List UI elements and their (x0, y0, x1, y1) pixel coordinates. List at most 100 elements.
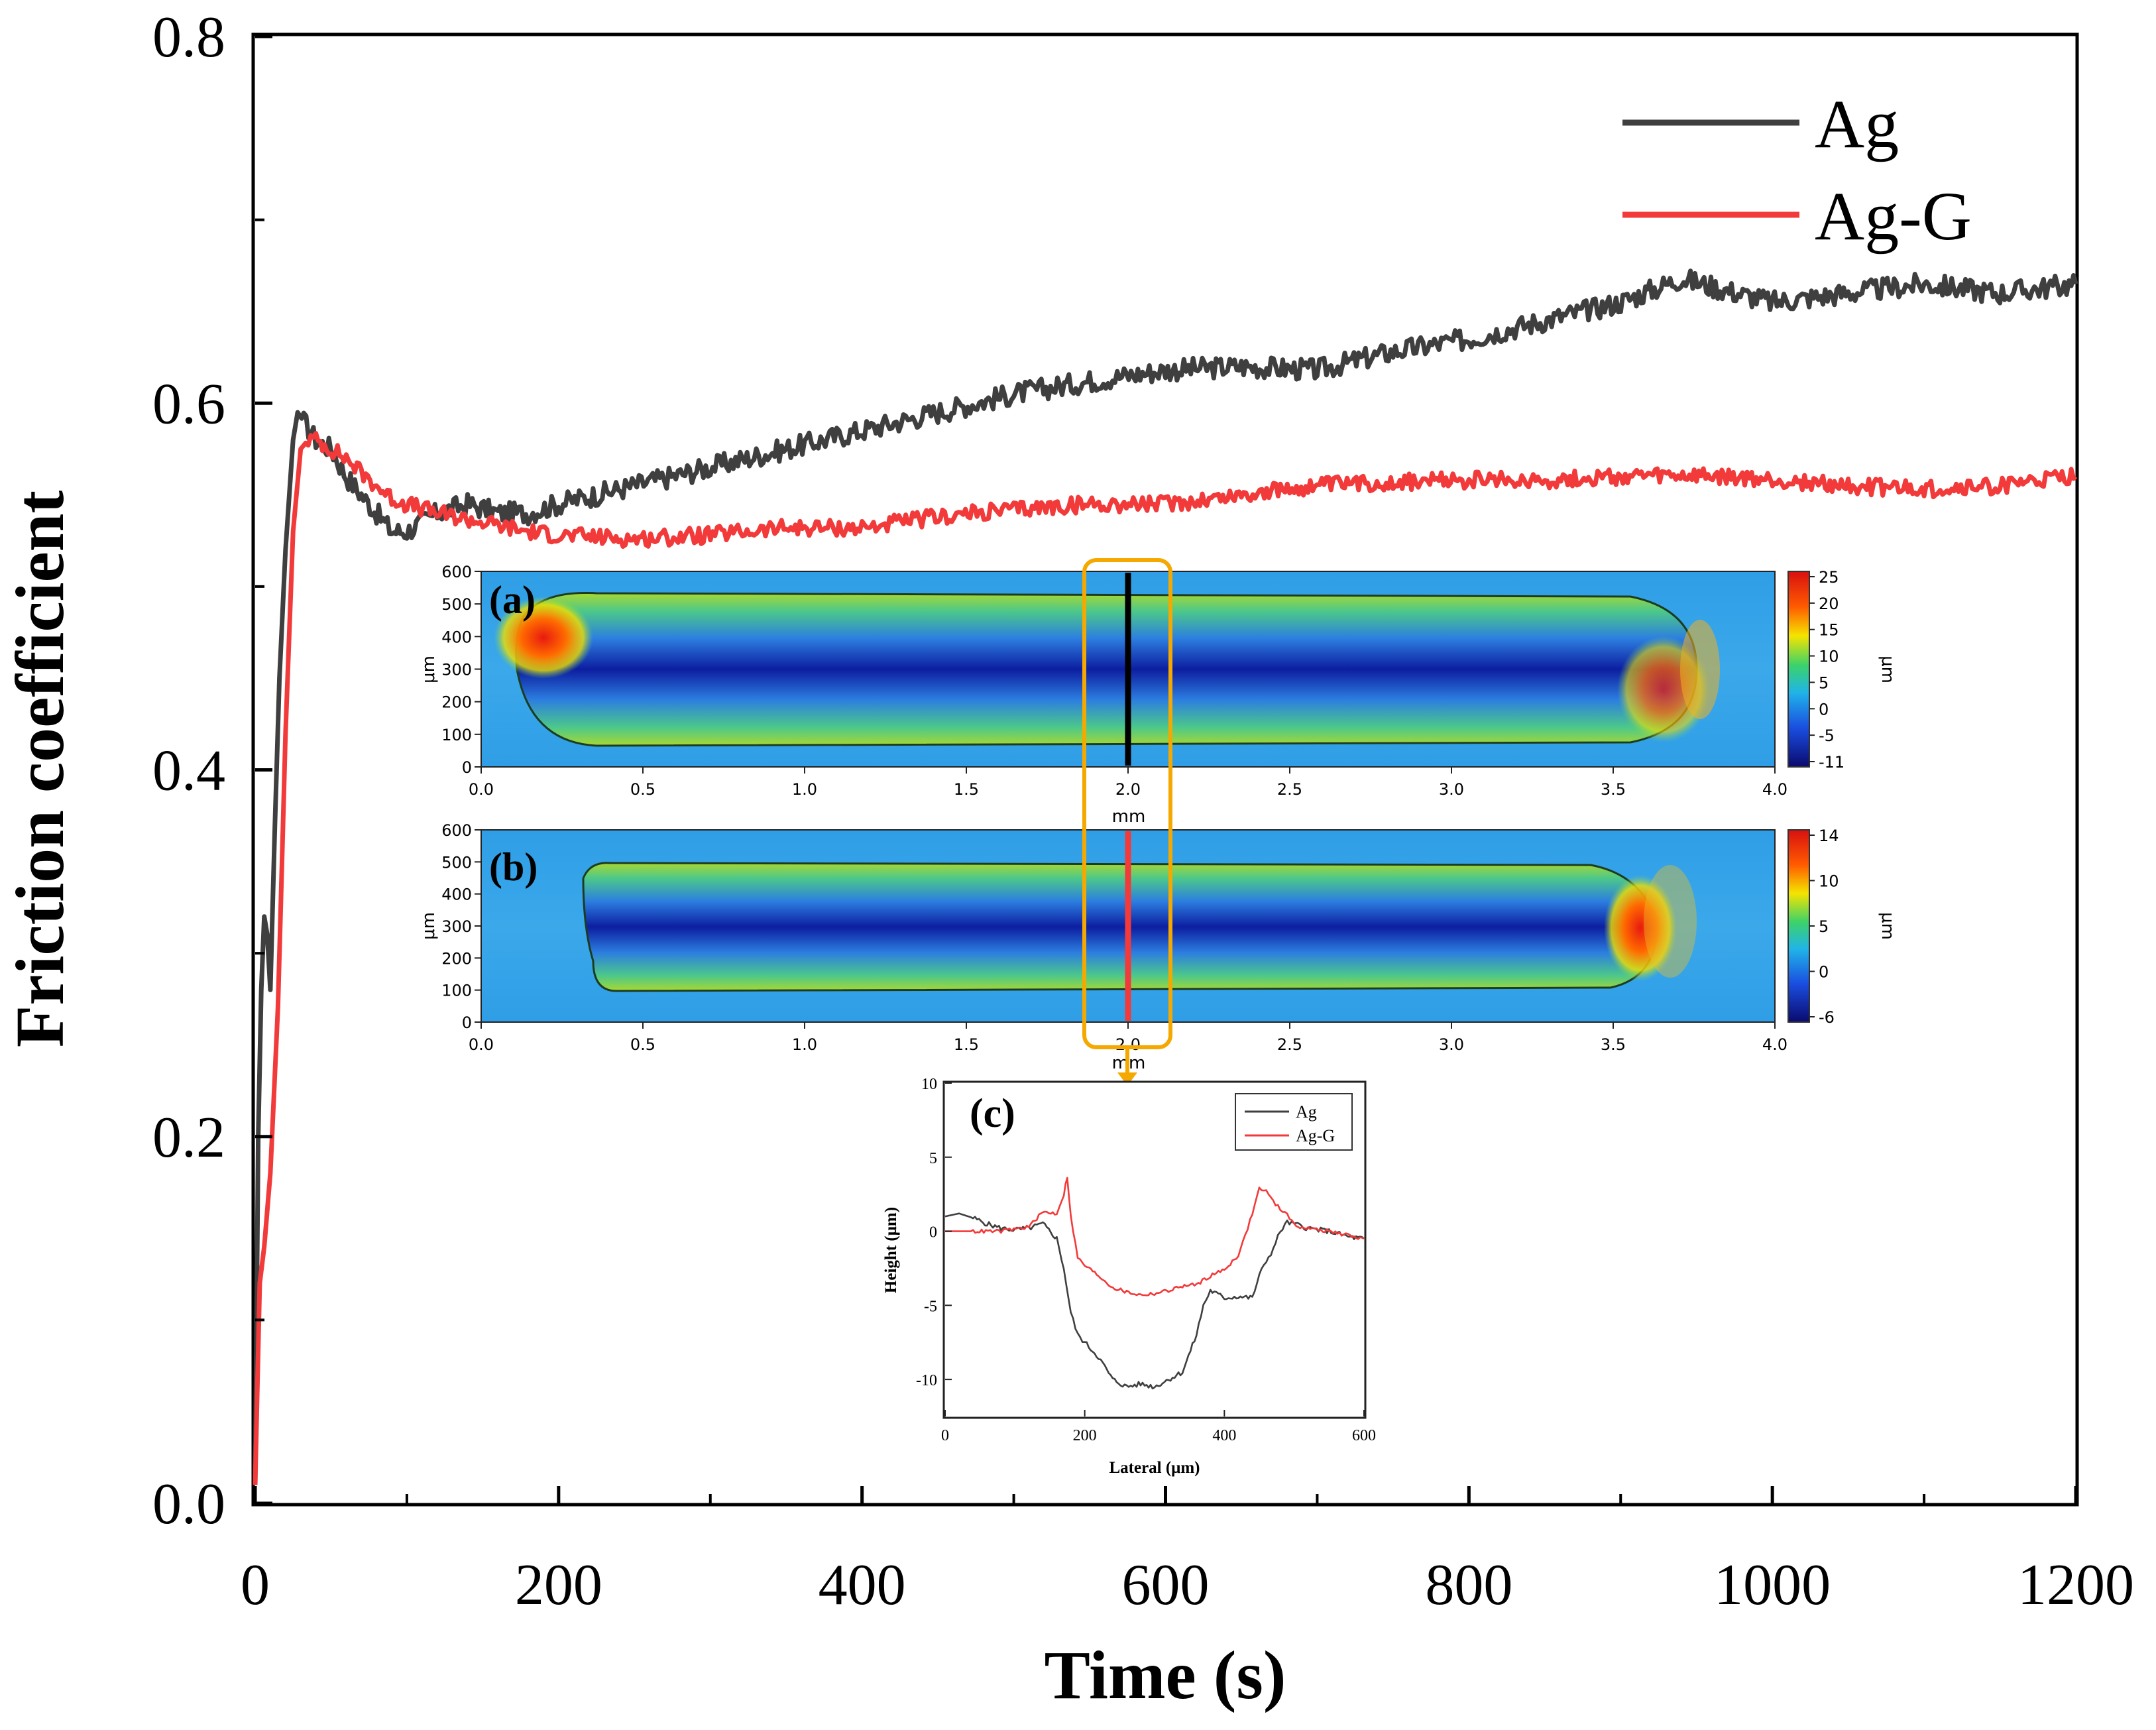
main-x-tick-label: 1200 (2017, 1553, 2134, 1617)
inset-c-title: (c) (970, 1091, 1015, 1136)
inset-c-legend: Ag Ag-G (1235, 1093, 1353, 1151)
inset-c-x-tick-label: 200 (1073, 1427, 1097, 1444)
inset-c-series (944, 1177, 1365, 1390)
inset-b-x-tick-label: 3.0 (1439, 1035, 1464, 1054)
profile-highlight (1082, 558, 1172, 1086)
inset-b-height-map: 0.0 0.5 1.0 1.5 2.0 2.5 3.0 3.5 4.06005004003002… (419, 821, 1898, 1073)
inset-c-legend-box (1235, 1093, 1353, 1151)
main-x-tick-label: 0 (241, 1553, 270, 1617)
inset-b-x-tick-label: 1.0 (792, 1035, 817, 1054)
inset-b-x-tick-label: 2.5 (1277, 1035, 1302, 1054)
inset-a-x-tick-label: 0.0 (469, 780, 494, 799)
inset-c-y-tick-label: -5 (924, 1298, 937, 1315)
inset-a-colorbar-unit: μm (1878, 656, 1898, 683)
inset-b-y-tick-label: 0 (462, 1013, 472, 1032)
inset-a-y-tick-label: 100 (441, 726, 472, 744)
inset-a-y-tick-label: 500 (441, 595, 472, 614)
inset-a-y-unit: μm (419, 656, 439, 683)
main-x-tick-label: 600 (1122, 1553, 1210, 1617)
main-y-tick-label: 0.6 (152, 372, 225, 436)
inset-b-colorbar-unit: μm (1878, 912, 1898, 940)
inset-a-colorbar-tick-label: 10 (1819, 648, 1839, 666)
legend-label-ag: Ag (1815, 86, 1899, 162)
inset-a-x-tick-label: 1.5 (954, 780, 979, 799)
inset-a-x-tick-label: 3.0 (1439, 780, 1464, 799)
inset-c-y-tick-label: 5 (929, 1150, 937, 1167)
inset-c-x-tick-label: 600 (1352, 1427, 1376, 1444)
inset-b-y-tick-label: 200 (441, 949, 472, 968)
inset-a-x-unit: mm (1112, 807, 1146, 827)
inset-c-y-tick-label: 10 (921, 1076, 937, 1093)
inset-a-colorbar-tick-label: -5 (1819, 726, 1835, 745)
inset-b-x-tick-label: 0.5 (630, 1035, 655, 1054)
inset-a-wear-track (515, 591, 1698, 747)
inset-b-y-tick-label: 500 (441, 853, 472, 872)
inset-b-colorbar-tick-label: 5 (1819, 917, 1829, 936)
inset-b-colorbar-ticks: 14 10 5 0 -6 (1809, 827, 1839, 1027)
inset-a-x-tick-label: 0.5 (630, 780, 655, 799)
inset-b-ticks: 0.0 0.5 1.0 1.5 2.0 2.5 3.0 3.5 4.06005004003002… (441, 821, 1787, 1054)
inset-b-y-tick-label: 100 (441, 982, 472, 1000)
inset-a-colorbar-tick-label: 15 (1819, 621, 1839, 640)
inset-a-colorbar-tick-label: -11 (1819, 753, 1844, 772)
inset-b-x-tick-label: 3.5 (1601, 1035, 1626, 1054)
main-y-tick-label: 0.0 (152, 1472, 225, 1536)
inset-b-y-tick-label: 600 (441, 821, 472, 840)
inset-b-x-tick-label: 0.0 (469, 1035, 494, 1054)
main-y-tick-label: 0.4 (152, 739, 225, 803)
inset-b-colorbar-tick-label: 0 (1819, 963, 1829, 982)
main-legend: Ag Ag-G (1622, 86, 1972, 255)
inset-b-colorbar-tick-label: 10 (1819, 872, 1839, 891)
legend-label-ag-g: Ag-G (1815, 178, 1972, 255)
main-x-tick-label: 1000 (1714, 1553, 1831, 1617)
inset-b-colorbar-tick-label: 14 (1819, 827, 1839, 845)
inset-b-y-unit: μm (419, 912, 439, 940)
inset-c-legend-label-ag-g: Ag-G (1296, 1126, 1335, 1145)
inset-a-x-tick-label: 1.0 (792, 780, 817, 799)
inset-a-height-map: 0.0 0.5 1.0 1.5 2.0 2.5 3.0 3.5 4.06005004003002… (419, 563, 1898, 827)
inset-a-x-tick-label: 2.0 (1115, 780, 1141, 799)
inset-a-debris-arc (1680, 620, 1720, 719)
inset-a-colorbar (1787, 571, 1810, 768)
inset-b-label: (b) (489, 845, 538, 889)
inset-c-legend-label-ag: Ag (1296, 1102, 1317, 1122)
profile-highlight-arrow-head (1117, 1072, 1137, 1086)
main-series-line-ag (253, 268, 2078, 1485)
inset-a-colorbar-tick-label: 5 (1819, 673, 1829, 692)
inset-b-hot-spot-right (1604, 875, 1677, 981)
inset-c-x-axis-label: Lateral (μm) (1109, 1459, 1200, 1477)
inset-a-colorbar-tick-label: 25 (1819, 568, 1839, 587)
inset-a-x-tick-label: 3.5 (1601, 780, 1626, 799)
inset-a-colorbar-tick-label: 20 (1819, 595, 1839, 613)
inset-b-y-tick-label: 300 (441, 917, 472, 936)
main-y-tick-label: 0.2 (152, 1106, 225, 1170)
main-x-tick-label: 200 (515, 1553, 602, 1617)
main-x-tick-label: 400 (819, 1553, 906, 1617)
inset-c-ticks: 0 200 400 600 10 5 0 -5 -10 (916, 1076, 1376, 1444)
inset-a-colorbar-tick-label: 0 (1819, 700, 1829, 719)
main-x-axis-label: Time (s) (1045, 1637, 1286, 1713)
inset-b-debris-arc (1644, 865, 1697, 978)
inset-b-y-tick-label: 400 (441, 886, 472, 904)
inset-c-x-tick-label: 0 (941, 1427, 949, 1444)
inset-c-series-line-ag-g (945, 1177, 1365, 1297)
inset-a-y-tick-label: 400 (441, 628, 472, 646)
inset-a-x-tick-label: 4.0 (1762, 780, 1787, 799)
inset-b-wear-track (582, 862, 1658, 992)
inset-c-y-axis-label: Height (μm) (882, 1207, 900, 1293)
inset-a-x-tick-label: 2.5 (1277, 780, 1302, 799)
inset-c-profile-chart: 0 200 400 600 10 5 0 -5 -10 (c) Lateral (μm) Hei… (882, 1076, 1376, 1477)
inset-b-colorbar (1787, 829, 1810, 1023)
main-y-tick-label: 0.8 (152, 5, 225, 70)
main-x-tick-label: 800 (1425, 1553, 1512, 1617)
main-y-axis-label: Friction coefficient (2, 490, 78, 1047)
inset-a-hot-spot-left (494, 597, 593, 679)
inset-a-label: (a) (489, 578, 536, 622)
inset-c-y-tick-label: 0 (929, 1224, 937, 1241)
inset-a-y-tick-label: 300 (441, 661, 472, 679)
inset-a-ticks: 0.0 0.5 1.0 1.5 2.0 2.5 3.0 3.5 4.0 600 500 400 300 2… (441, 563, 1787, 799)
inset-a-y-tick-label: 0 (462, 758, 472, 777)
inset-b-colorbar-tick-label: -6 (1819, 1008, 1835, 1027)
